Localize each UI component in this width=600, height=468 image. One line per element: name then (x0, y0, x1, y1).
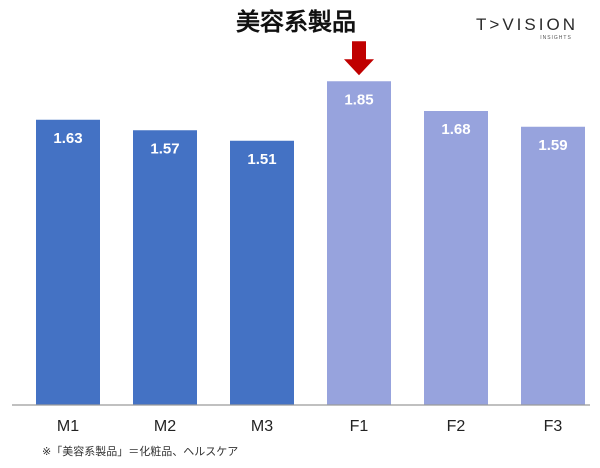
chart-title: 美容系製品 (236, 8, 356, 36)
category-labels: M1 M2 M3 F1 F2 F3 (57, 418, 563, 435)
arrow-down-icon (344, 41, 374, 76)
category-label-f1: F1 (350, 418, 369, 435)
value-labels: 1.63 1.57 1.51 1.85 1.68 1.59 (53, 91, 567, 168)
category-label-f2: F2 (447, 418, 466, 435)
bars (36, 81, 585, 405)
bar-m1 (36, 119, 100, 405)
highlight-arrow-icon (344, 41, 374, 76)
logo-text: T>VISION (476, 15, 578, 34)
value-label-m3: 1.51 (247, 151, 276, 168)
logo-subtext: INSIGHTS (540, 35, 572, 41)
bar-m3 (230, 140, 294, 405)
category-label-f3: F3 (544, 418, 563, 435)
bar-f2 (424, 111, 488, 405)
value-label-m2: 1.57 (150, 140, 179, 157)
bar-f1 (327, 81, 391, 405)
bar-f3 (521, 126, 585, 405)
logo: T>VISION INSIGHTS (476, 15, 578, 41)
value-label-m1: 1.63 (53, 130, 82, 147)
value-label-f3: 1.59 (538, 137, 567, 154)
value-label-f1: 1.85 (344, 91, 373, 108)
category-label-m1: M1 (57, 418, 79, 435)
bar-m2 (133, 130, 197, 405)
footnote: ※「美容系製品」＝化粧品、ヘルスケア (42, 444, 238, 458)
category-label-m2: M2 (154, 418, 176, 435)
value-label-f2: 1.68 (441, 121, 470, 138)
category-label-m3: M3 (251, 418, 273, 435)
